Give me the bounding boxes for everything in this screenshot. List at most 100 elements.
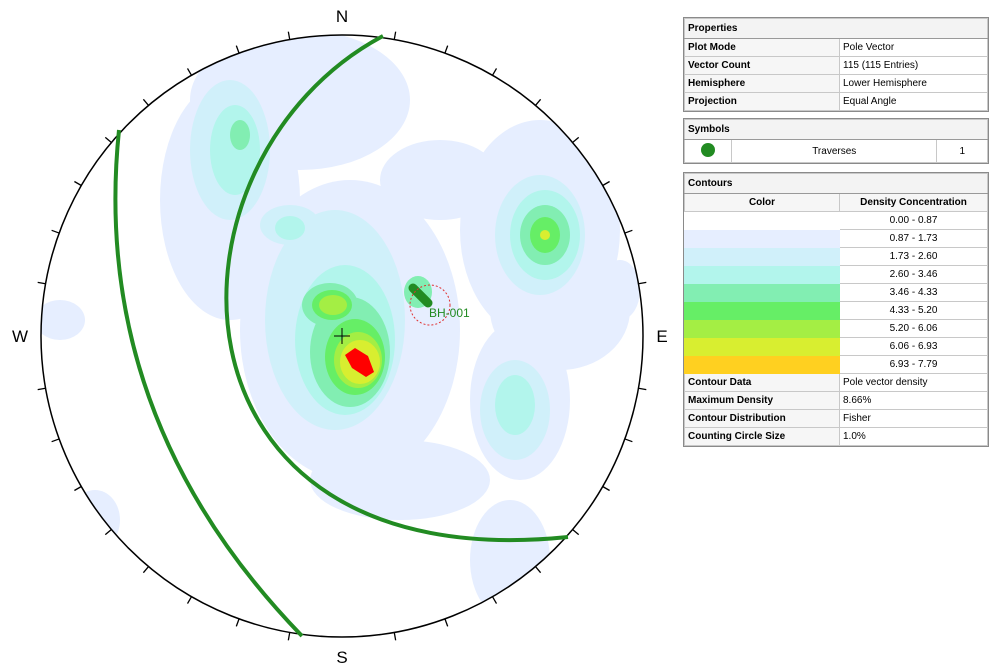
value: Fisher	[839, 409, 988, 428]
column-header: Color	[684, 193, 840, 212]
tick	[104, 528, 112, 536]
bin-row: 3.46 - 4.33	[684, 283, 988, 302]
key: Projection	[684, 92, 840, 111]
tick	[393, 632, 397, 641]
row: Contour Data Pole vector density	[684, 373, 988, 392]
row: Hemisphere Lower Hemisphere	[684, 74, 988, 93]
bin-color	[684, 265, 840, 284]
bin-row: 4.33 - 5.20	[684, 301, 988, 320]
row: Projection Equal Angle	[684, 92, 988, 111]
tick	[602, 485, 610, 492]
tick	[186, 68, 193, 76]
directions: N E S W	[12, 7, 668, 667]
bin-row: 6.06 - 6.93	[684, 337, 988, 356]
tick	[142, 566, 150, 574]
tick	[572, 136, 580, 144]
primitive-circle	[40, 34, 644, 638]
tick	[534, 98, 542, 106]
row: Maximum Density 8.66%	[684, 391, 988, 410]
pole-circle	[409, 284, 451, 326]
tick	[235, 618, 240, 627]
value: 8.66%	[839, 391, 988, 410]
bin-color	[684, 247, 840, 266]
key: Vector Count	[684, 56, 840, 75]
symbols-title: Symbols	[684, 119, 988, 140]
tick	[287, 31, 291, 40]
tick	[444, 45, 449, 54]
ticks	[37, 31, 647, 641]
bin-color	[684, 319, 840, 338]
bin-range: 1.73 - 2.60	[839, 247, 988, 266]
bin-color	[684, 301, 840, 320]
west: W	[12, 327, 28, 346]
tick	[534, 566, 542, 574]
stereonet: BH-001 N E S W	[12, 7, 668, 667]
tick	[444, 618, 449, 627]
bin-row: 0.00 - 0.87	[684, 211, 988, 230]
tick	[602, 180, 610, 187]
key: Maximum Density	[684, 391, 840, 410]
great-circles	[113, 34, 569, 638]
bin-range: 3.46 - 4.33	[839, 283, 988, 302]
tick	[37, 281, 46, 285]
bin-color	[684, 283, 840, 302]
tick	[491, 68, 498, 76]
bin-range: 4.33 - 5.20	[839, 301, 988, 320]
tick	[51, 438, 60, 443]
bin-row: 6.93 - 7.79	[684, 355, 988, 374]
bin-color	[684, 337, 840, 356]
tick	[37, 387, 46, 391]
row: Vector Count 115 (115 Entries)	[684, 56, 988, 75]
bin-row: 0.87 - 1.73	[684, 229, 988, 248]
bin-row: 2.60 - 3.46	[684, 265, 988, 284]
pole-symbol	[408, 283, 433, 308]
row: Counting Circle Size 1.0%	[684, 427, 988, 446]
value: 1.0%	[839, 427, 988, 446]
bin-color	[684, 355, 840, 374]
value: Pole vector density	[839, 373, 988, 392]
tick	[142, 98, 150, 106]
tick	[51, 229, 60, 234]
key: Plot Mode	[684, 38, 840, 57]
tick	[104, 136, 112, 144]
value: 115 (115 Entries)	[839, 56, 988, 75]
column-header: Density Concentration	[839, 193, 988, 212]
value: Pole Vector	[839, 38, 988, 57]
north: N	[336, 7, 348, 26]
symbols-panel: Symbols Traverses 1	[683, 118, 989, 164]
key: Contour Data	[684, 373, 840, 392]
bin-row: 5.20 - 6.06	[684, 319, 988, 338]
tick	[186, 596, 193, 604]
bin-range: 0.00 - 0.87	[839, 211, 988, 230]
tick	[287, 632, 291, 641]
symbol-row: Traverses 1	[684, 139, 988, 163]
bin-range: 6.06 - 6.93	[839, 337, 988, 356]
bin-color	[684, 211, 840, 230]
bin-row: 1.73 - 2.60	[684, 247, 988, 266]
symbol-cell	[684, 139, 732, 163]
bin-range: 6.93 - 7.79	[839, 355, 988, 374]
properties-panel: Properties Plot Mode Pole Vector Vector Cou…	[683, 17, 989, 112]
contours	[41, 35, 640, 620]
contours-panel: Contours Color Density Concentration 0.00 …	[683, 172, 989, 447]
symbol-name: Traverses	[730, 139, 938, 163]
south: S	[336, 648, 347, 667]
bin-color	[684, 229, 840, 248]
tick	[624, 438, 633, 443]
key: Hemisphere	[684, 74, 840, 93]
row: Contour Distribution Fisher	[684, 409, 988, 428]
bin-range: 0.87 - 1.73	[839, 229, 988, 248]
value: Lower Hemisphere	[839, 74, 988, 93]
contours-title: Contours	[684, 173, 988, 194]
row: Plot Mode Pole Vector	[684, 38, 988, 57]
tick	[74, 180, 82, 187]
tick	[624, 229, 633, 234]
tick	[491, 596, 498, 604]
tick	[638, 281, 647, 285]
properties-title: Properties	[684, 18, 988, 39]
tick	[74, 485, 82, 492]
tick	[572, 528, 580, 536]
key: Counting Circle Size	[684, 427, 840, 446]
tick	[638, 387, 647, 391]
